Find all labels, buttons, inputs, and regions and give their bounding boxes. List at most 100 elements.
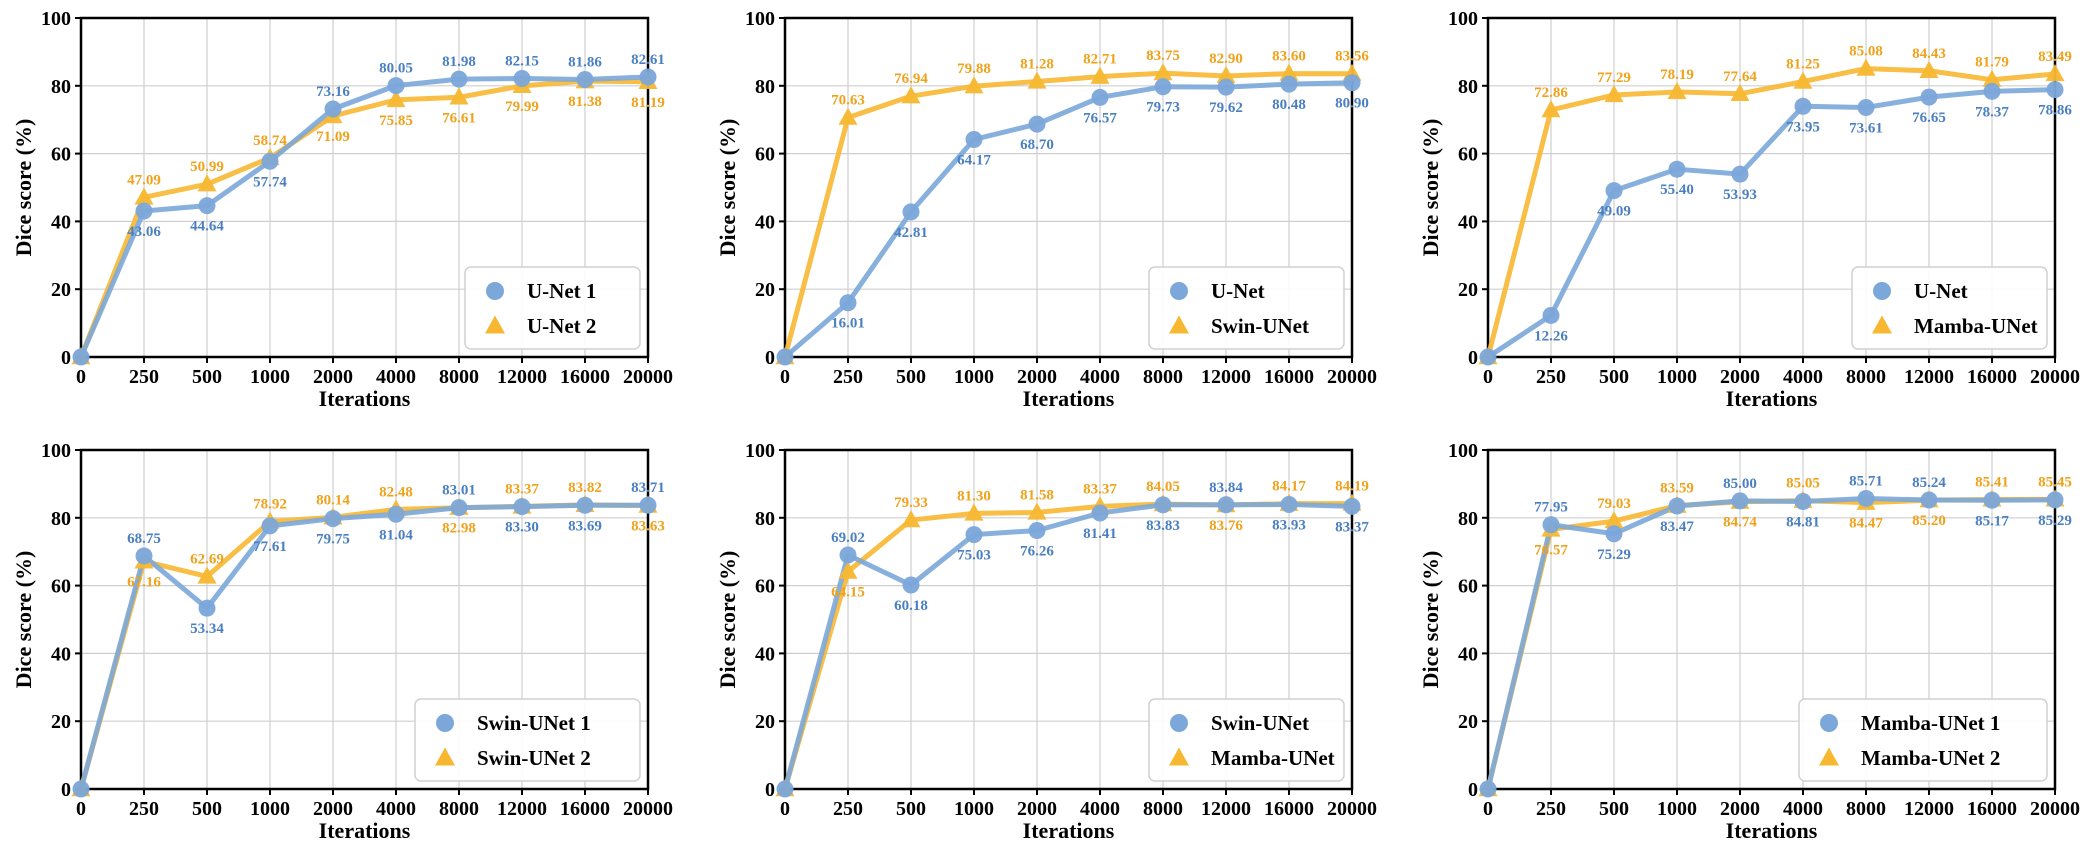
y-axis-label: Dice score (%) <box>1418 119 1443 257</box>
data-point <box>1604 84 1624 103</box>
x-tick-label: 16000 <box>1967 366 2017 388</box>
data-point <box>1730 83 1750 102</box>
data-point <box>1027 71 1047 89</box>
x-tick-label: 4000 <box>376 798 416 820</box>
plot-frame <box>79 448 650 791</box>
x-tick-label: 4000 <box>1783 366 1823 388</box>
legend-label: Swin-UNet <box>1211 711 1309 735</box>
y-axis-label: Dice score (%) <box>11 551 36 689</box>
data-label: 83.37 <box>505 481 539 497</box>
legend: Swin-UNet Mamba-UNet <box>1148 698 1345 782</box>
x-tick-label: 12000 <box>1201 366 1251 388</box>
y-tick-label: 100 <box>745 8 775 30</box>
y-tick-label: 40 <box>51 211 71 233</box>
x-tick-label: 4000 <box>376 366 416 388</box>
x-tick-label: 0 <box>780 366 790 388</box>
y-tick-label: 40 <box>755 643 775 665</box>
data-label: 73.95 <box>1786 119 1820 135</box>
plot-frame <box>783 16 1354 359</box>
data-label: 84.43 <box>1912 46 1946 62</box>
data-label: 75.29 <box>1597 547 1631 563</box>
legend-marker-triangle <box>435 747 455 766</box>
data-point <box>2045 63 2065 82</box>
x-tick-label: 250 <box>833 366 863 388</box>
data-label: 12.26 <box>1534 328 1568 344</box>
y-tick-label: 20 <box>1458 711 1478 733</box>
data-label: 76.61 <box>442 110 476 126</box>
y-axis-label: Dice score (%) <box>1418 551 1443 689</box>
data-point <box>1604 511 1624 529</box>
y-tick-label: 80 <box>1458 508 1478 530</box>
data-label: 73.16 <box>316 84 350 100</box>
data-point <box>1479 780 1497 798</box>
data-label: 58.74 <box>253 133 287 149</box>
data-point <box>1542 306 1560 324</box>
legend-label: U-Net <box>1914 279 1968 303</box>
data-point <box>1605 182 1623 200</box>
data-point <box>1605 525 1623 543</box>
data-point <box>1983 491 2001 509</box>
y-tick-label: 60 <box>755 576 775 598</box>
x-tick-label: 500 <box>192 798 222 820</box>
data-point <box>576 70 594 88</box>
x-tick-label: 0 <box>1483 366 1493 388</box>
data-label: 83.47 <box>1660 519 1694 535</box>
x-tick-label: 8000 <box>1143 798 1183 820</box>
data-label: 83.71 <box>631 480 665 496</box>
data-point <box>261 152 279 170</box>
data-label: 83.82 <box>568 480 602 496</box>
data-point <box>838 107 858 125</box>
data-label: 78.86 <box>2038 103 2072 119</box>
legend-label: Swin-UNet 2 <box>477 746 591 770</box>
data-label: 83.69 <box>568 518 602 534</box>
x-tick-label: 500 <box>896 366 926 388</box>
chart-panel-6: 0 250 500 1000 2000 4000 8000 12000 16000 20000 0 2… <box>1418 440 2080 843</box>
chart-panel-3: 0 250 500 1000 2000 4000 8000 12000 16000 20000 0 2… <box>1418 8 2080 411</box>
data-point <box>513 70 531 88</box>
series-line <box>1485 495 2056 790</box>
data-label: 78.37 <box>1975 104 2009 120</box>
y-tick-label: 20 <box>1458 279 1478 301</box>
x-tick-label: 8000 <box>1846 798 1886 820</box>
data-point <box>1217 496 1235 514</box>
x-tick-label: 2000 <box>1017 366 1057 388</box>
legend-label: U-Net 1 <box>527 279 596 303</box>
x-tick-label: 500 <box>1599 798 1629 820</box>
data-label: 83.37 <box>1335 519 1369 535</box>
y-tick-label: 0 <box>765 779 775 801</box>
x-tick-label: 500 <box>192 366 222 388</box>
data-label: 83.63 <box>631 518 665 534</box>
data-label: 83.59 <box>1660 481 1694 497</box>
x-tick-label: 8000 <box>1846 366 1886 388</box>
x-tick-label: 250 <box>833 798 863 820</box>
data-point <box>1919 60 1939 78</box>
data-label: 78.92 <box>253 496 287 512</box>
data-label: 43.06 <box>127 224 161 240</box>
y-tick-label: 20 <box>755 711 775 733</box>
data-point <box>1667 81 1687 100</box>
data-label: 83.76 <box>1209 518 1243 534</box>
series-line <box>782 70 1353 358</box>
data-point <box>902 576 920 594</box>
x-tick-label: 16000 <box>1967 798 2017 820</box>
legend-marker-triangle <box>1169 315 1189 334</box>
data-point <box>324 100 342 118</box>
data-point <box>1794 492 1812 510</box>
x-tick-label: 2000 <box>1720 798 1760 820</box>
data-point <box>1028 115 1046 133</box>
data-label: 83.83 <box>1146 518 1180 534</box>
plot-frame <box>783 448 1354 791</box>
data-label: 83.60 <box>1272 49 1306 65</box>
x-tick-label: 20000 <box>1327 366 1377 388</box>
legend-marker-circle <box>486 282 504 300</box>
plot-frame <box>79 16 650 359</box>
data-label: 79.33 <box>894 495 928 511</box>
data-label: 81.25 <box>1786 57 1820 73</box>
data-point <box>1216 65 1236 84</box>
data-label: 84.19 <box>1335 479 1369 495</box>
data-point <box>1668 497 1686 515</box>
data-label: 82.71 <box>1083 52 1117 68</box>
y-tick-label: 40 <box>51 643 71 665</box>
y-tick-label: 100 <box>41 440 71 462</box>
legend-box <box>1148 266 1345 350</box>
